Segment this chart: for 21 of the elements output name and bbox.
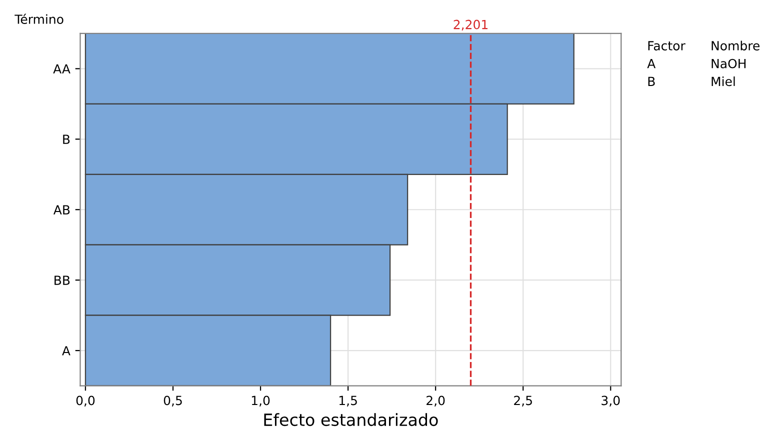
- x-tick-label: 0,5: [164, 396, 182, 406]
- y-tick-label: AA: [53, 64, 70, 74]
- x-tick-label: 1,0: [252, 396, 270, 406]
- y-tick-label: BB: [54, 276, 70, 285]
- x-tick-label: 0,0: [76, 396, 95, 406]
- x-tick-label: 2,5: [514, 396, 532, 406]
- y-tick-label: A: [62, 346, 70, 356]
- text: Miel: [712, 76, 735, 86]
- text: A: [647, 59, 656, 68]
- y-tick-label: AB: [53, 205, 70, 214]
- ref-line-label: 2,201: [454, 20, 488, 31]
- y-tick-label: B: [63, 134, 70, 144]
- text: Nombre: [712, 40, 760, 50]
- y-axis-title: Término: [14, 14, 64, 24]
- x-tick-label: 3,0: [602, 396, 620, 406]
- text: NaOH: [712, 58, 746, 68]
- x-axis-title: Efecto estandarizado: [264, 413, 438, 426]
- text: B: [648, 76, 655, 86]
- x-tick-label: 1,5: [339, 396, 357, 406]
- text: Factor: [648, 41, 686, 50]
- x-tick-label: 2,0: [426, 396, 445, 406]
